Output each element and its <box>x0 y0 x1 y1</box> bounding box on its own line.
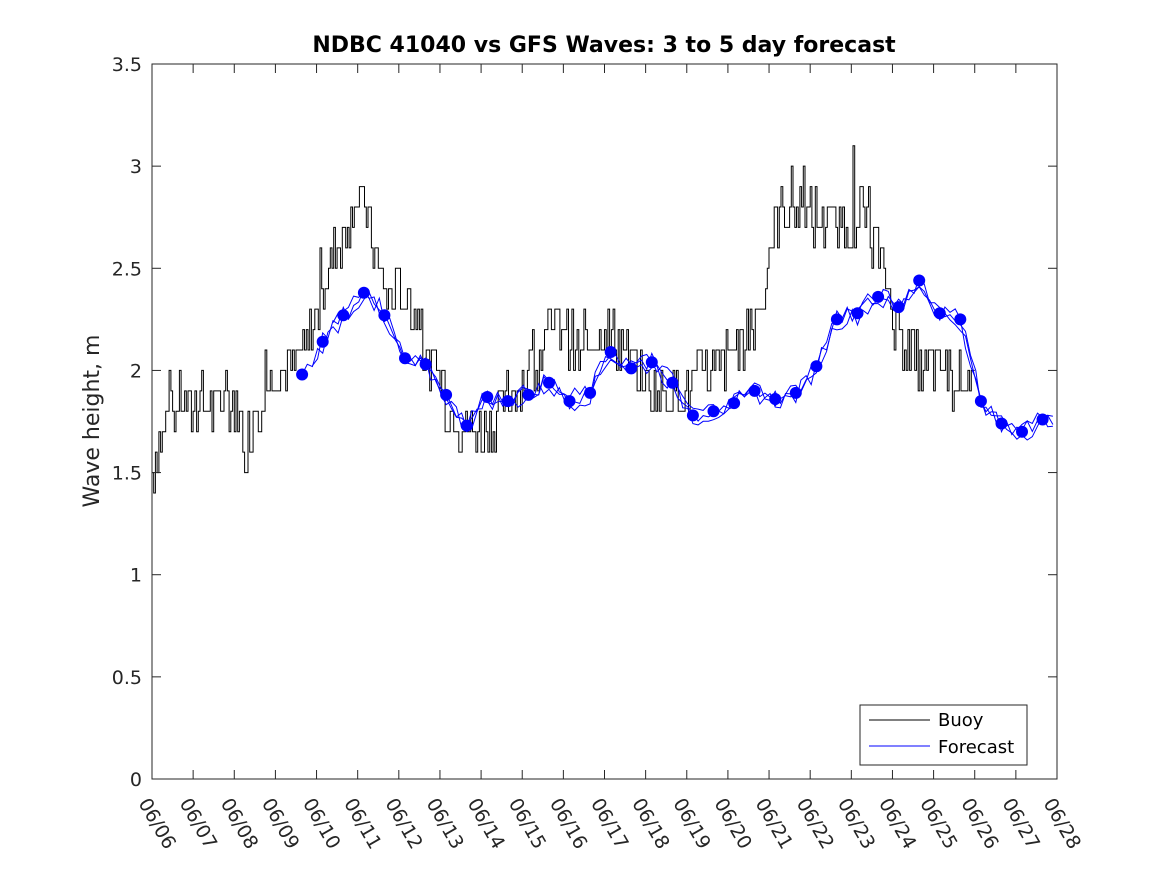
chart-title: NDBC 41040 vs GFS Waves: 3 to 5 day fore… <box>312 33 896 58</box>
forecast-marker <box>357 286 370 299</box>
series-layer <box>152 145 1054 494</box>
forecast-marker <box>666 376 679 389</box>
forecast-marker <box>460 419 473 432</box>
forecast-marker <box>913 274 926 287</box>
forecast-marker <box>563 395 576 408</box>
y-tick-label: 2.5 <box>112 258 142 280</box>
forecast-marker <box>419 358 432 371</box>
forecast-marker <box>1036 413 1049 426</box>
forecast-marker <box>645 356 658 369</box>
forecast-marker <box>954 313 967 326</box>
forecast-marker <box>851 307 864 320</box>
forecast-marker <box>974 395 987 408</box>
y-tick-label: 1.5 <box>112 463 142 485</box>
y-tick-label: 3.5 <box>112 54 142 76</box>
y-tick-label: 0 <box>130 769 142 791</box>
legend: Buoy Forecast <box>859 704 1028 766</box>
y-tick-label: 0.5 <box>112 667 142 689</box>
forecast-marker <box>748 384 761 397</box>
y-axis-label: Wave height, m <box>80 335 105 508</box>
forecast-marker <box>789 386 802 399</box>
y-tick-label: 3 <box>130 156 142 178</box>
forecast-marker <box>378 309 391 322</box>
forecast-marker <box>995 417 1008 430</box>
axes-box <box>151 63 1058 780</box>
forecast-marker <box>584 386 597 399</box>
forecast-marker <box>625 362 638 375</box>
forecast-marker <box>399 352 411 365</box>
legend-box <box>859 704 1028 766</box>
forecast-marker <box>1016 425 1028 438</box>
forecast-run-line <box>332 276 1054 431</box>
forecast-marker <box>707 405 720 418</box>
legend-forecast-label: Forecast <box>938 737 1014 758</box>
forecast-marker <box>686 409 699 422</box>
forecast-marker <box>543 376 555 389</box>
forecast-marker <box>872 290 885 303</box>
plot-area: 00.511.522.533.506/0606/0706/0806/0906/1… <box>112 54 1085 853</box>
forecast-marker <box>604 346 617 358</box>
forecast-run-line <box>312 286 1053 436</box>
forecast-marker <box>316 335 329 348</box>
forecast-marker <box>522 388 535 401</box>
forecast-marker <box>769 393 782 405</box>
forecast-marker <box>296 368 309 381</box>
buoy-line <box>152 145 975 494</box>
forecast-marker <box>810 360 823 373</box>
legend-buoy-label: Buoy <box>938 710 984 731</box>
forecast-marker <box>337 309 350 322</box>
y-tick-label: 1 <box>130 565 142 587</box>
y-tick-label: 2 <box>130 360 142 382</box>
forecast-marker <box>892 301 905 314</box>
forecast-marker <box>481 391 494 403</box>
forecast-marker <box>501 395 514 408</box>
forecast-marker <box>728 397 741 410</box>
forecast-marker <box>933 307 946 320</box>
forecast-marker <box>830 313 843 326</box>
forecast-marker <box>440 388 453 401</box>
